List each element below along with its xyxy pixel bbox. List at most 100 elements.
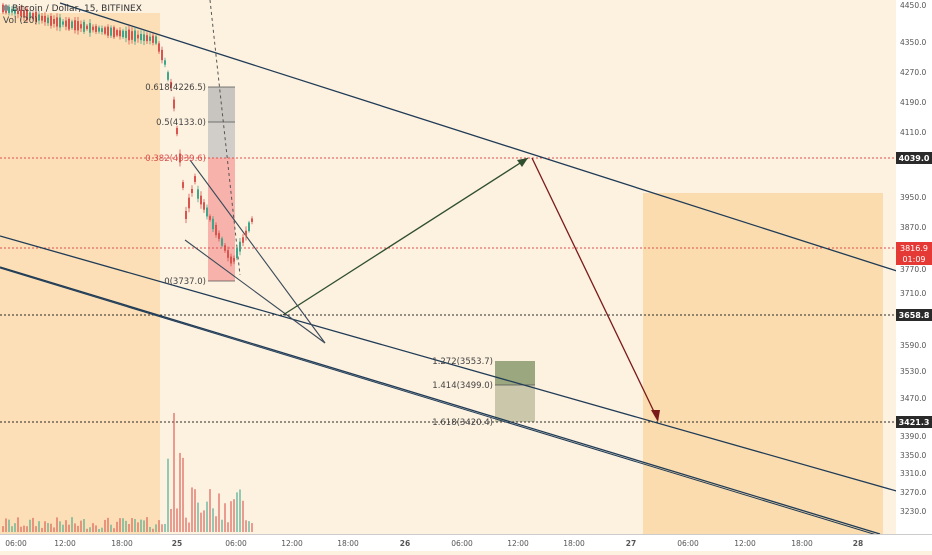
candle-body (155, 36, 157, 44)
volume-bar (155, 524, 157, 532)
volume-bar (80, 520, 82, 532)
arrow-up-line[interactable] (282, 157, 529, 316)
candle-body (224, 245, 226, 251)
candle-body (101, 28, 103, 32)
volume-bar (98, 528, 100, 532)
candle-body (134, 30, 136, 42)
badge-last-bg (896, 242, 932, 254)
price-tick-label: 3310.0 (900, 469, 926, 478)
volume-bar (107, 517, 109, 532)
time-tick-label: 12:00 (507, 539, 529, 548)
volume-bar (128, 524, 130, 532)
wedge-lower-line[interactable] (184, 239, 326, 344)
candle-body (242, 237, 244, 243)
volume-bar (218, 493, 220, 532)
candle-body (215, 224, 217, 236)
volume-bar (206, 501, 208, 532)
channel-middle-line[interactable] (0, 235, 901, 493)
volume-bar (110, 524, 112, 532)
price-scale[interactable]: 4450.0 4350.0 4270.0 4190.0 4110.0 3950.0 3870… (896, 0, 932, 534)
candles-group (2, 2, 253, 267)
chart-legend: Bitcoin / Dollar, 15, BITFINEX Vol (20) (3, 3, 142, 27)
candle-body (218, 233, 220, 239)
volume-bar (146, 517, 148, 532)
candle-body (95, 26, 97, 32)
badge-upper-text: 4039.0 (899, 154, 930, 163)
volume-bar (203, 510, 205, 532)
candle-body (38, 14, 40, 21)
volume-bar (125, 520, 127, 532)
symbol-row[interactable]: Bitcoin / Dollar, 15, BITFINEX (3, 3, 142, 15)
candle-body (158, 43, 160, 52)
volume-bar (158, 520, 160, 532)
volume-bar (2, 526, 4, 532)
arrow-down-line[interactable] (531, 157, 659, 421)
price-ticks: 4450.0 4350.0 4270.0 4190.0 4110.0 3950.0 3870… (900, 1, 926, 516)
candle-body (140, 34, 142, 41)
price-tick-label: 3950.0 (900, 193, 926, 202)
candle-body (164, 60, 166, 65)
volume-bar (251, 523, 253, 532)
volume-bar (65, 520, 67, 532)
volume-bar (8, 519, 10, 532)
time-scale[interactable]: 06:00 12:00 18:00 25 06:00 12:00 18:00 26 06:00 1… (0, 534, 932, 551)
symbol-title: Bitcoin / Dollar, 15, BITFINEX (12, 4, 142, 14)
fib-ext-label-1618: 1.618(3420.4) (432, 418, 493, 428)
channel-upper-line[interactable] (59, 2, 901, 273)
channel-lower-line[interactable] (0, 266, 881, 535)
fib-label-382: 0.382(4039.6) (145, 154, 206, 164)
candle-body (26, 9, 28, 20)
price-tick-label: 3270.0 (900, 488, 926, 497)
time-tick-label: 26 (400, 539, 410, 548)
candle-body (11, 8, 13, 13)
wedge-upper-line[interactable] (189, 159, 326, 344)
badge-3421-bg (896, 416, 932, 428)
badge-3658-text: 3658.8 (899, 311, 930, 320)
time-tick-label: 12:00 (54, 539, 76, 548)
volume-bar (164, 523, 166, 532)
candle-body (74, 20, 76, 31)
volume-bar (20, 526, 22, 532)
candle-body (245, 230, 247, 237)
volume-bar (23, 525, 25, 532)
time-tick-label: 06:00 (677, 539, 699, 548)
dashed-trendline[interactable] (209, 0, 241, 276)
badge-upper-bg (896, 152, 932, 164)
volume-bar (122, 518, 124, 532)
volume-bar (137, 522, 139, 532)
time-tick-label: 18:00 (563, 539, 585, 548)
candle-body (251, 218, 253, 222)
fib-ext-box-lower (495, 385, 535, 422)
price-tick-label: 3390.0 (900, 432, 926, 441)
volume-bar (200, 512, 202, 532)
volume-bar (185, 517, 187, 532)
volume-indicator-label[interactable]: Vol (20) (3, 16, 38, 26)
volume-bar (227, 522, 229, 532)
candle-body (200, 195, 202, 205)
fib-ext-box-upper (495, 361, 535, 385)
candle-body (125, 30, 127, 38)
time-tick-label: 25 (172, 539, 182, 548)
candle-body (170, 81, 172, 89)
projection-zone (643, 193, 883, 534)
channel-lower-line-2[interactable] (0, 267, 881, 537)
candle-body (143, 34, 145, 41)
left-zone (0, 13, 160, 534)
candle-body (47, 17, 49, 24)
time-scale-svg: 06:00 12:00 18:00 25 06:00 12:00 18:00 26 06:00 1… (5, 539, 863, 548)
candle-body (152, 35, 154, 43)
candle-body (89, 23, 91, 33)
candle-body (131, 31, 133, 40)
volume-bar (131, 518, 133, 532)
volume-bar (188, 522, 190, 532)
time-tick-label: 06:00 (451, 539, 473, 548)
volume-bar (53, 527, 55, 532)
volume-bar (236, 492, 238, 532)
volume-bar (152, 528, 154, 532)
fib-box-618 (208, 87, 235, 122)
volume-bar (194, 489, 196, 532)
volume-bar (86, 528, 88, 532)
time-tick-label: 12:00 (734, 539, 756, 548)
